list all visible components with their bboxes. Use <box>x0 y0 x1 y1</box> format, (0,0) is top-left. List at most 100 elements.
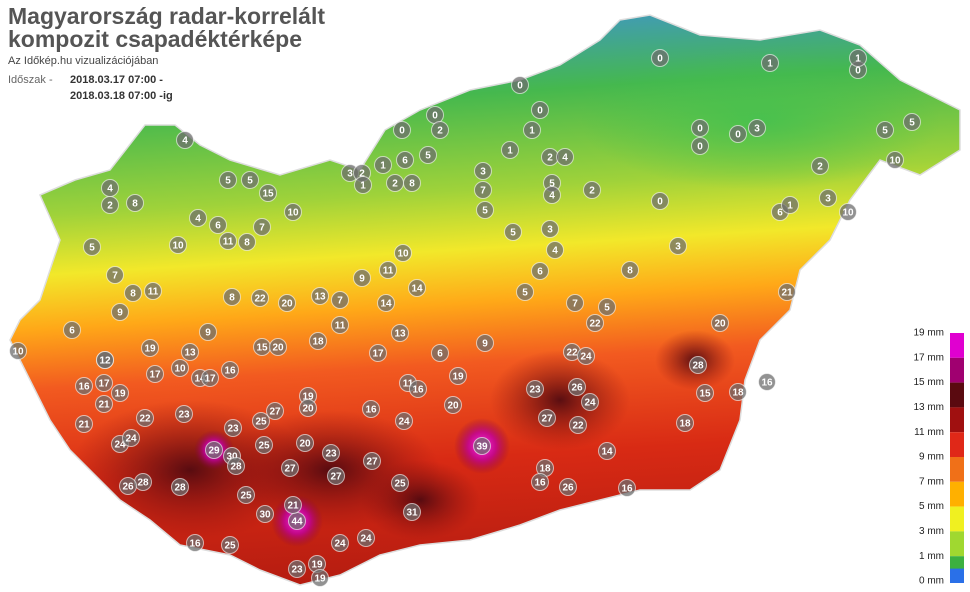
station-marker <box>669 237 687 255</box>
station-value: 16 <box>365 405 377 416</box>
station-marker <box>559 478 577 496</box>
station-value: 6 <box>777 208 783 219</box>
period-label: Időszak - <box>8 74 53 86</box>
station-marker <box>284 203 302 221</box>
station-marker <box>761 54 779 72</box>
station-marker <box>748 119 766 137</box>
station-value: 27 <box>330 472 342 483</box>
station-marker <box>221 361 239 379</box>
station-marker <box>144 282 162 300</box>
station-value: 5 <box>549 179 555 190</box>
station-marker <box>136 409 154 427</box>
station-marker <box>395 412 413 430</box>
station-value: 0 <box>657 54 663 65</box>
station-marker <box>224 419 242 437</box>
station-marker <box>598 298 616 316</box>
station-marker <box>396 151 414 169</box>
station-value: 18 <box>312 337 324 348</box>
station-marker <box>781 196 799 214</box>
station-marker <box>9 342 27 360</box>
station-value: 5 <box>89 243 95 254</box>
station-value: 9 <box>482 339 488 350</box>
station-marker <box>569 416 587 434</box>
station-marker <box>689 356 707 374</box>
station-value: 10 <box>12 347 24 358</box>
station-marker <box>219 232 237 250</box>
station-value: 1 <box>787 201 793 212</box>
station-value: 9 <box>205 328 211 339</box>
station-marker <box>331 316 349 334</box>
station-value: 15 <box>262 189 274 200</box>
legend-label: 15 mm <box>913 377 944 388</box>
station-marker <box>377 294 395 312</box>
station-value: 31 <box>406 508 418 519</box>
station-marker <box>876 121 894 139</box>
station-marker <box>523 121 541 139</box>
station-marker <box>511 76 529 94</box>
station-value: 30 <box>226 452 238 463</box>
station-value: 11 <box>335 321 346 332</box>
station-marker <box>391 324 409 342</box>
station-value: 10 <box>889 156 901 167</box>
station-value: 16 <box>189 539 201 550</box>
station-value: 19 <box>311 560 323 571</box>
station-marker <box>476 201 494 219</box>
station-marker <box>394 244 412 262</box>
legend-swatch <box>950 432 964 457</box>
station-value: 20 <box>447 401 459 412</box>
legend-label: 3 mm <box>919 526 944 537</box>
station-value: 23 <box>227 424 239 435</box>
station-marker <box>311 287 329 305</box>
station-marker <box>651 192 669 210</box>
station-value: 7 <box>259 223 265 234</box>
station-value: 24 <box>114 440 126 451</box>
station-marker <box>473 437 491 455</box>
station-marker <box>146 365 164 383</box>
station-marker <box>691 119 709 137</box>
station-marker <box>327 467 345 485</box>
station-marker <box>176 131 194 149</box>
station-marker <box>393 121 411 139</box>
station-value: 21 <box>287 501 299 512</box>
station-value: 2 <box>107 201 113 212</box>
station-value: 17 <box>372 349 384 360</box>
station-marker <box>83 238 101 256</box>
station-marker <box>419 146 437 164</box>
station-value: 2 <box>437 126 443 137</box>
station-value: 2 <box>392 179 398 190</box>
station-value: 4 <box>552 246 558 257</box>
station-marker <box>501 141 519 159</box>
legend-swatch <box>950 357 964 383</box>
station-value: 10 <box>172 241 184 252</box>
station-marker <box>309 332 327 350</box>
station-value: 19 <box>114 389 126 400</box>
title: kompozit csapadéktérképe <box>8 26 302 52</box>
legend-label: 9 mm <box>919 452 944 463</box>
station-marker <box>729 383 747 401</box>
station-marker <box>819 189 837 207</box>
station-value: 39 <box>476 442 488 453</box>
station-value: 10 <box>842 208 854 219</box>
station-value: 18 <box>679 419 691 430</box>
station-marker <box>581 393 599 411</box>
station-value: 9 <box>117 308 123 319</box>
station-value: 20 <box>714 319 726 330</box>
station-value: 16 <box>78 382 90 393</box>
station-marker <box>811 157 829 175</box>
station-marker <box>119 477 137 495</box>
station-value: 3 <box>547 225 553 236</box>
station-value: 24 <box>584 398 596 409</box>
station-value: 14 <box>194 374 206 385</box>
station-marker <box>531 473 549 491</box>
station-value: 27 <box>541 414 553 425</box>
station-value: 8 <box>130 289 136 300</box>
station-marker <box>171 478 189 496</box>
station-marker <box>886 151 904 169</box>
station-marker <box>122 429 140 447</box>
station-value: 0 <box>432 111 438 122</box>
station-marker <box>758 373 776 391</box>
station-value: 24 <box>580 352 592 363</box>
station-marker <box>357 529 375 547</box>
station-value: 27 <box>284 464 296 475</box>
legend-swatch <box>950 506 964 532</box>
